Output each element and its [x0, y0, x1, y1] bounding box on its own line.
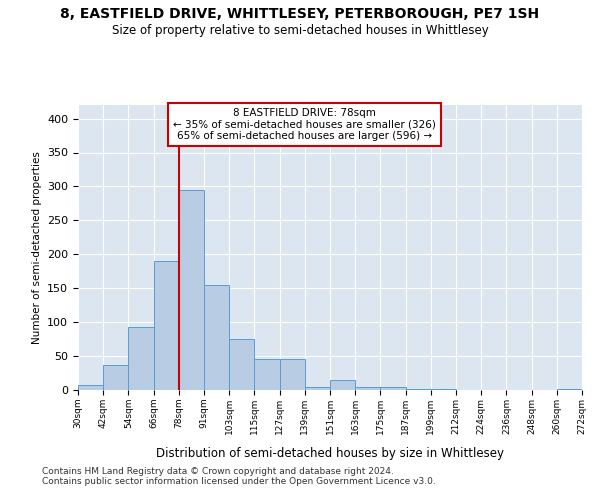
Text: 8 EASTFIELD DRIVE: 78sqm
← 35% of semi-detached houses are smaller (326)
65% of : 8 EASTFIELD DRIVE: 78sqm ← 35% of semi-d… [173, 108, 436, 141]
Bar [280, 359, 305, 390]
Text: Contains HM Land Registry data © Crown copyright and database right 2024.: Contains HM Land Registry data © Crown c… [42, 467, 394, 476]
Bar [305, 388, 330, 390]
Bar [431, 388, 456, 390]
Bar [229, 339, 254, 390]
Bar [557, 388, 582, 390]
Y-axis label: Number of semi-detached properties: Number of semi-detached properties [32, 151, 41, 344]
Bar [103, 365, 128, 390]
Bar [179, 190, 204, 390]
Text: 8, EASTFIELD DRIVE, WHITTLESEY, PETERBOROUGH, PE7 1SH: 8, EASTFIELD DRIVE, WHITTLESEY, PETERBOR… [61, 8, 539, 22]
Text: Distribution of semi-detached houses by size in Whittlesey: Distribution of semi-detached houses by … [156, 448, 504, 460]
Bar [154, 261, 179, 390]
Bar [330, 380, 355, 390]
Bar [254, 359, 280, 390]
Bar [406, 388, 431, 390]
Bar [78, 385, 103, 390]
Text: Size of property relative to semi-detached houses in Whittlesey: Size of property relative to semi-detach… [112, 24, 488, 37]
Bar [128, 327, 154, 390]
Bar [380, 388, 406, 390]
Text: Contains public sector information licensed under the Open Government Licence v3: Contains public sector information licen… [42, 477, 436, 486]
Bar [204, 285, 229, 390]
Bar [355, 388, 380, 390]
